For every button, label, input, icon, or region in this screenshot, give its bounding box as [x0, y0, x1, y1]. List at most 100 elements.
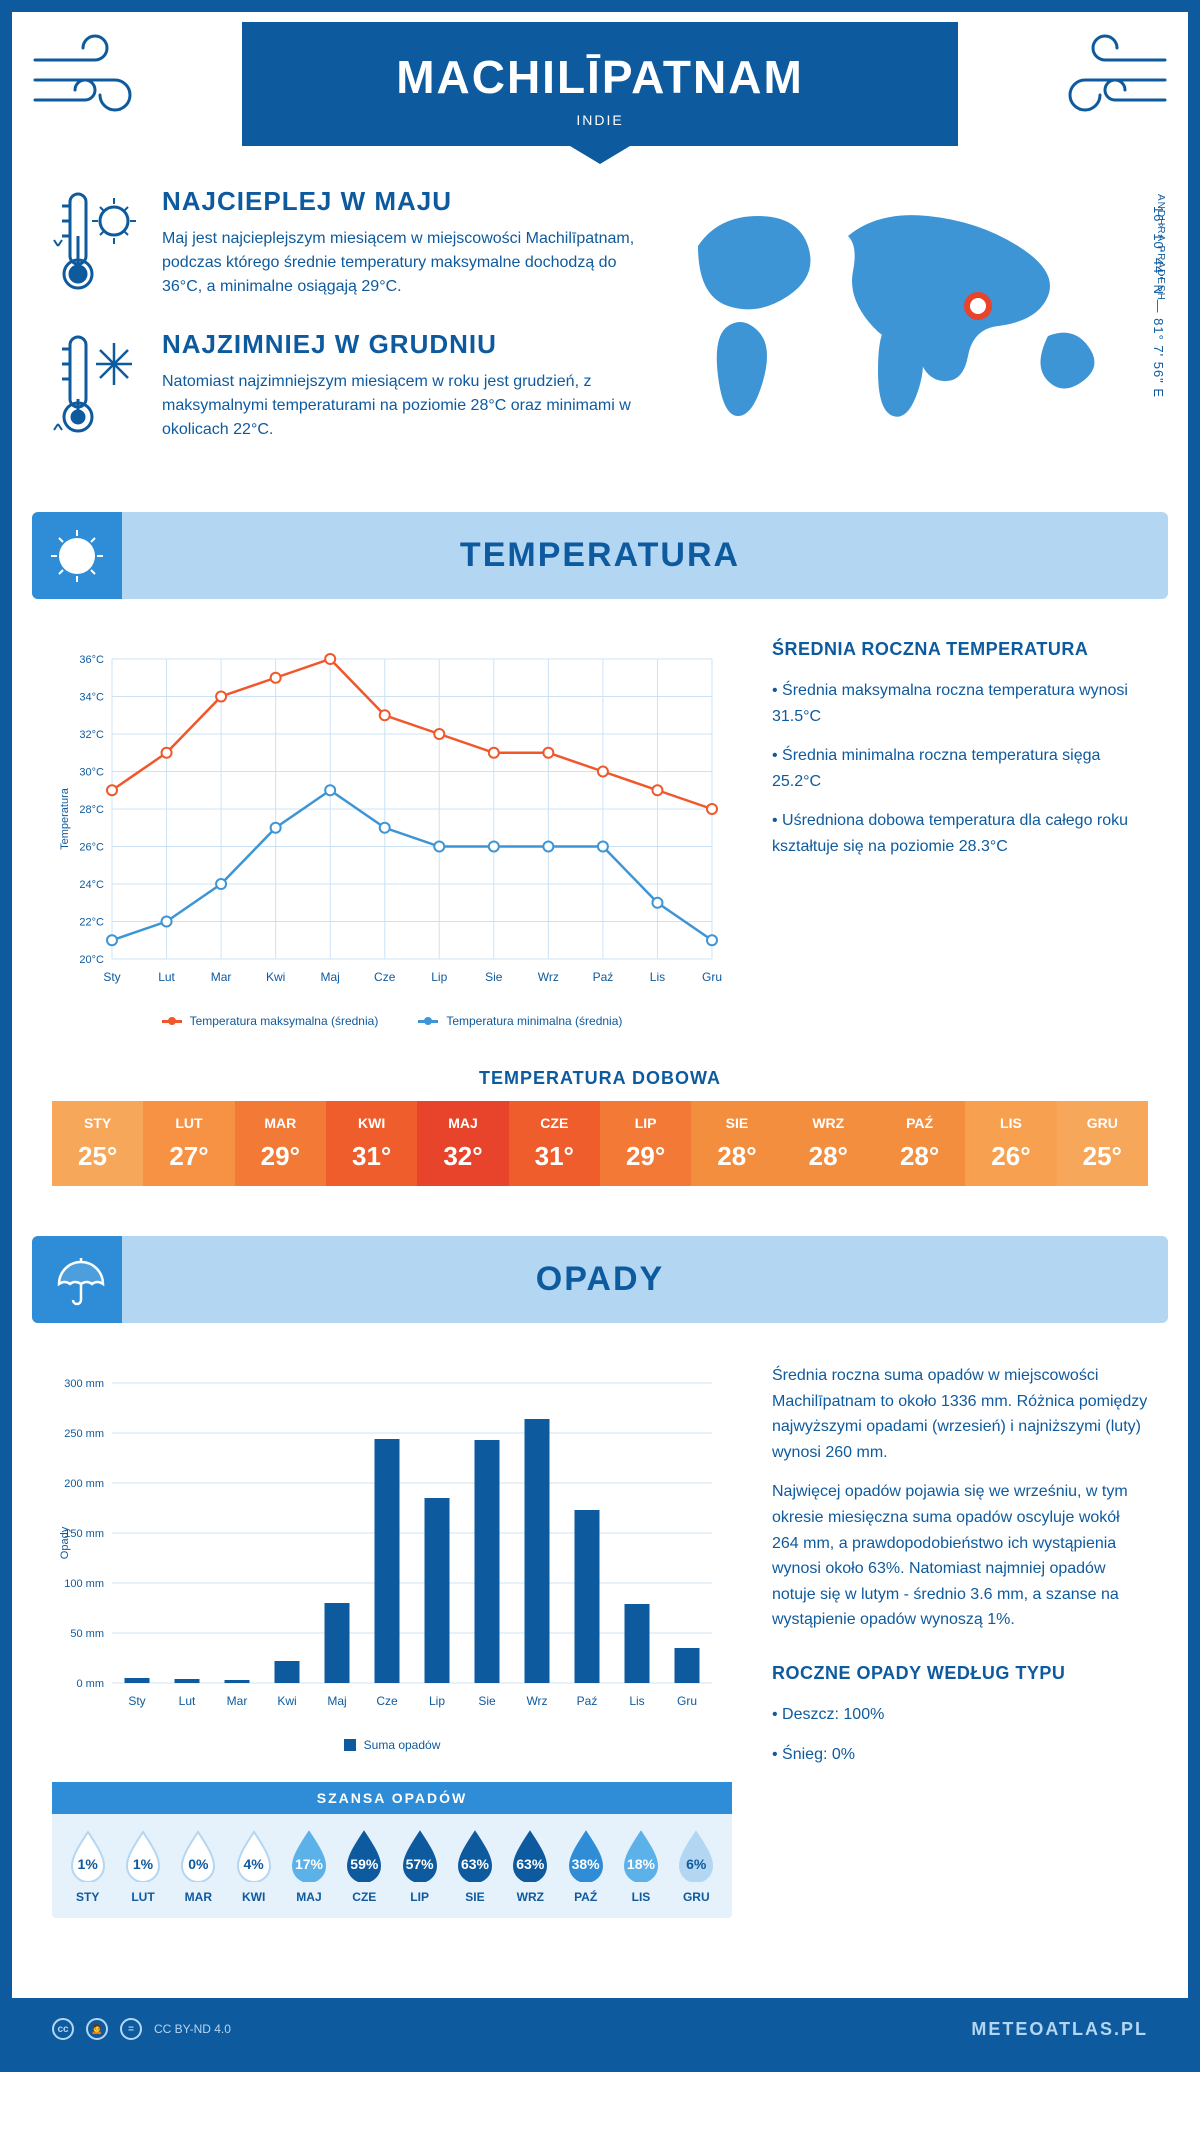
- svg-text:26°C: 26°C: [79, 842, 104, 854]
- rain-chance-month: PAŹ: [558, 1890, 613, 1904]
- header-banner: MACHILĪPATNAM INDIE: [242, 22, 958, 146]
- page-frame: MACHILĪPATNAM INDIE NAJCIEPLEJ W MAJU Ma…: [0, 0, 1200, 2072]
- rain-chance-cell: 0%MAR: [171, 1828, 226, 1904]
- svg-text:30°C: 30°C: [79, 767, 104, 779]
- svg-text:Cze: Cze: [376, 1694, 398, 1708]
- temp-info-bullet: • Uśredniona dobowa temperatura dla całe…: [772, 808, 1148, 859]
- daily-temp-cell: LIS26°: [965, 1101, 1056, 1186]
- coordinates-label: 16° 10' 44" N — 81° 7' 56" E: [1151, 206, 1166, 398]
- rain-chance-month: GRU: [669, 1890, 724, 1904]
- svg-text:Lut: Lut: [179, 1694, 196, 1708]
- rain-chance-panel: SZANSA OPADÓW 1%STY1%LUT0%MAR4%KWI17%MAJ…: [52, 1782, 732, 1918]
- coldest-text: NAJZIMNIEJ W GRUDNIU Natomiast najzimnie…: [162, 329, 638, 442]
- rain-chance-cell: 57% LIP: [392, 1828, 447, 1904]
- by-icon: 🙍: [86, 2018, 108, 2040]
- rain-chance-percent: 17%: [287, 1856, 331, 1872]
- raindrop-icon: 18%: [619, 1828, 663, 1882]
- svg-text:Gru: Gru: [702, 970, 722, 984]
- svg-text:Wrz: Wrz: [526, 1694, 547, 1708]
- wind-deco-left: [25, 30, 145, 120]
- raindrop-icon: 59%: [342, 1828, 386, 1882]
- raindrop-icon: 4%: [232, 1828, 276, 1882]
- rain-by-type-title: ROCZNE OPADY WEDŁUG TYPU: [772, 1663, 1148, 1684]
- rain-chance-month: SIE: [447, 1890, 502, 1904]
- svg-text:Mar: Mar: [211, 970, 232, 984]
- temperature-title: TEMPERATURA: [460, 536, 740, 574]
- daily-temp-value: 27°: [143, 1141, 234, 1172]
- hottest-desc: Maj jest najcieplejszym miesiącem w miej…: [162, 227, 638, 299]
- svg-text:Mar: Mar: [227, 1694, 248, 1708]
- rain-chance-month: LUT: [115, 1890, 170, 1904]
- rain-chance-title: SZANSA OPADÓW: [52, 1782, 732, 1814]
- raindrop-icon: 63%: [453, 1828, 497, 1882]
- temperature-section-header: TEMPERATURA: [32, 512, 1168, 599]
- rain-chart-row: 0 mm50 mm100 mm150 mm200 mm250 mm300 mmS…: [12, 1323, 1188, 1958]
- rain-chance-drops: 1%STY1%LUT0%MAR4%KWI17%MAJ59%CZE57%LIP63…: [52, 1814, 732, 1918]
- thermometer-sun-icon: [52, 186, 142, 296]
- daily-temp-value: 32°: [417, 1141, 508, 1172]
- svg-text:0 mm: 0 mm: [77, 1678, 105, 1690]
- svg-text:Wrz: Wrz: [538, 970, 559, 984]
- svg-text:Maj: Maj: [327, 1694, 346, 1708]
- daily-temp-value: 29°: [235, 1141, 326, 1172]
- daily-temp-month: KWI: [326, 1115, 417, 1131]
- raindrop-icon: 6%: [674, 1828, 718, 1882]
- intro-row: NAJCIEPLEJ W MAJU Maj jest najcieplejszy…: [12, 186, 1188, 512]
- daily-temp-value: 29°: [600, 1141, 691, 1172]
- nd-icon: =: [120, 2018, 142, 2040]
- daily-temp-table: STY25°LUT27°MAR29°KWI31°MAJ32°CZE31°LIP2…: [52, 1101, 1148, 1186]
- rain-chance-month: KWI: [226, 1890, 281, 1904]
- site-name: METEOATLAS.PL: [971, 2019, 1148, 2040]
- raindrop-icon: 1%: [121, 1828, 165, 1882]
- svg-text:20°C: 20°C: [79, 954, 104, 966]
- temp-info-bullet: • Średnia maksymalna roczna temperatura …: [772, 678, 1148, 729]
- rain-chance-cell: 63%WRZ: [503, 1828, 558, 1904]
- daily-temp-cell: LUT27°: [143, 1101, 234, 1186]
- svg-text:Paź: Paź: [577, 1694, 598, 1708]
- temperature-info: ŚREDNIA ROCZNA TEMPERATURA • Średnia mak…: [772, 639, 1148, 1028]
- thermometer-snow-icon: [52, 329, 142, 439]
- daily-temp-title: TEMPERATURA DOBOWA: [12, 1068, 1188, 1089]
- daily-temp-month: SIE: [691, 1115, 782, 1131]
- world-map-icon: [668, 186, 1148, 426]
- daily-temp-value: 31°: [326, 1141, 417, 1172]
- svg-text:Lip: Lip: [431, 970, 447, 984]
- map-block: ANDHRA PRADESH 16° 10' 44" N — 81° 7' 56…: [668, 186, 1148, 472]
- rain-chance-month: MAJ: [281, 1890, 336, 1904]
- daily-temp-value: 25°: [1057, 1141, 1148, 1172]
- svg-text:32°C: 32°C: [79, 729, 104, 741]
- rain-chance-cell: 6% GRU: [669, 1828, 724, 1904]
- svg-text:200 mm: 200 mm: [64, 1478, 104, 1490]
- svg-text:Cze: Cze: [374, 970, 396, 984]
- raindrop-icon: 17%: [287, 1828, 331, 1882]
- rain-chart: 0 mm50 mm100 mm150 mm200 mm250 mm300 mmS…: [52, 1363, 732, 1918]
- daily-temp-cell: MAR29°: [235, 1101, 326, 1186]
- daily-temp-value: 28°: [783, 1141, 874, 1172]
- daily-temp-value: 28°: [691, 1141, 782, 1172]
- raindrop-icon: 57%: [398, 1828, 442, 1882]
- rain-info: Średnia roczna suma opadów w miejscowośc…: [772, 1363, 1148, 1918]
- daily-temp-month: PAŹ: [874, 1115, 965, 1131]
- rain-chance-month: LIS: [613, 1890, 668, 1904]
- daily-temp-cell: GRU25°: [1057, 1101, 1148, 1186]
- rain-chance-percent: 0%: [176, 1856, 220, 1872]
- temp-info-bullet: • Średnia minimalna roczna temperatura s…: [772, 743, 1148, 794]
- svg-text:Opady: Opady: [59, 1526, 71, 1559]
- svg-text:Gru: Gru: [677, 1694, 697, 1708]
- rain-chance-percent: 4%: [232, 1856, 276, 1872]
- hottest-title: NAJCIEPLEJ W MAJU: [162, 186, 638, 217]
- daily-temp-value: 25°: [52, 1141, 143, 1172]
- svg-text:Lip: Lip: [429, 1694, 445, 1708]
- daily-temp-cell: KWI 31°: [326, 1101, 417, 1186]
- daily-temp-cell: WRZ28°: [783, 1101, 874, 1186]
- rain-chance-cell: 4% KWI: [226, 1828, 281, 1904]
- svg-text:28°C: 28°C: [79, 804, 104, 816]
- rain-chance-percent: 57%: [398, 1856, 442, 1872]
- rain-chance-month: LIP: [392, 1890, 447, 1904]
- svg-text:Sty: Sty: [103, 970, 120, 984]
- svg-text:22°C: 22°C: [79, 917, 104, 929]
- svg-text:Lis: Lis: [650, 970, 665, 984]
- coldest-block: NAJZIMNIEJ W GRUDNIU Natomiast najzimnie…: [52, 329, 638, 442]
- rain-chance-cell: 38%PAŹ: [558, 1828, 613, 1904]
- daily-temp-value: 28°: [874, 1141, 965, 1172]
